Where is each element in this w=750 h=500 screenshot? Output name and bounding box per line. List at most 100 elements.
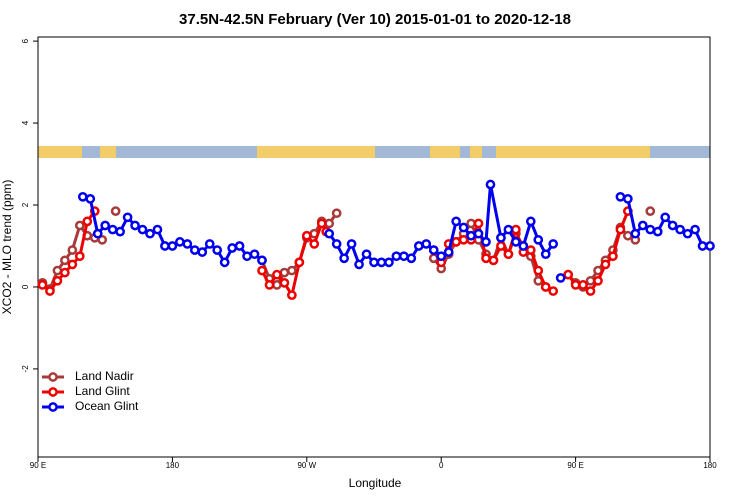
point bbox=[540, 282, 551, 292]
point bbox=[257, 255, 267, 266]
point bbox=[600, 259, 611, 270]
y-tick-label: -2 bbox=[21, 365, 30, 373]
point bbox=[645, 224, 656, 235]
point bbox=[458, 234, 469, 245]
point bbox=[473, 218, 484, 229]
point bbox=[257, 265, 267, 276]
point bbox=[563, 269, 573, 280]
point bbox=[533, 265, 544, 276]
point bbox=[481, 237, 491, 247]
point bbox=[511, 237, 521, 247]
point bbox=[287, 290, 297, 300]
point bbox=[361, 249, 372, 260]
point bbox=[249, 249, 260, 260]
point bbox=[384, 257, 394, 268]
x-tick-label: 90 E bbox=[567, 461, 583, 470]
point bbox=[637, 220, 648, 231]
point bbox=[615, 191, 626, 202]
point bbox=[585, 275, 596, 286]
point bbox=[189, 245, 200, 255]
point bbox=[652, 226, 663, 237]
point bbox=[458, 222, 469, 233]
point bbox=[533, 234, 544, 245]
point bbox=[272, 280, 282, 290]
y-axis-label: XCO2 - MLO trend (ppm) bbox=[0, 180, 14, 315]
point bbox=[204, 239, 215, 249]
point bbox=[578, 280, 588, 290]
point bbox=[175, 237, 185, 247]
point bbox=[152, 224, 163, 235]
point bbox=[466, 230, 476, 241]
point bbox=[67, 259, 78, 270]
point bbox=[705, 241, 715, 251]
point bbox=[421, 239, 432, 249]
point bbox=[324, 228, 335, 239]
point bbox=[525, 245, 536, 255]
legend-label: Land Glint bbox=[75, 384, 130, 398]
point bbox=[503, 249, 514, 260]
point bbox=[660, 212, 671, 223]
y-tick-label: 2 bbox=[21, 202, 30, 207]
point bbox=[167, 241, 178, 251]
point bbox=[496, 241, 506, 251]
point bbox=[160, 241, 170, 251]
x-tick-label: 90 E bbox=[30, 461, 46, 470]
point bbox=[74, 220, 85, 231]
point bbox=[301, 230, 312, 241]
point bbox=[115, 226, 125, 237]
point bbox=[45, 286, 55, 296]
point bbox=[593, 275, 603, 286]
point bbox=[690, 224, 700, 235]
point bbox=[227, 243, 237, 253]
point bbox=[540, 249, 551, 260]
y-tick-label: 6 bbox=[21, 38, 30, 43]
point bbox=[555, 273, 566, 283]
point bbox=[74, 251, 85, 262]
chart-title: 37.5N-42.5N February (Ver 10) 2015-01-01… bbox=[179, 11, 571, 28]
point bbox=[279, 267, 290, 278]
point bbox=[451, 237, 461, 247]
point bbox=[511, 224, 521, 235]
point bbox=[466, 218, 476, 229]
point bbox=[399, 251, 409, 262]
point bbox=[242, 251, 252, 262]
point bbox=[548, 239, 559, 249]
point bbox=[122, 212, 133, 223]
point bbox=[608, 251, 618, 262]
point bbox=[130, 220, 140, 231]
legend-label: Ocean Glint bbox=[75, 399, 139, 413]
point bbox=[488, 255, 499, 266]
point bbox=[137, 224, 148, 235]
point bbox=[219, 257, 230, 268]
map-strip bbox=[38, 146, 710, 158]
point bbox=[481, 253, 491, 264]
point bbox=[52, 275, 63, 286]
x-tick-label: 90 W bbox=[297, 461, 316, 470]
point bbox=[682, 228, 693, 239]
point bbox=[145, 228, 155, 239]
point bbox=[697, 241, 708, 251]
legend-swatch bbox=[48, 387, 58, 397]
point bbox=[451, 216, 461, 227]
land-strip bbox=[257, 146, 375, 158]
point bbox=[548, 286, 559, 296]
land-strip bbox=[496, 146, 650, 158]
land-strip bbox=[38, 146, 82, 158]
land-strip bbox=[100, 146, 116, 158]
point bbox=[294, 257, 305, 268]
point bbox=[496, 232, 506, 243]
point bbox=[52, 265, 63, 276]
y-tick-label: 4 bbox=[21, 120, 30, 125]
point bbox=[630, 228, 641, 239]
point bbox=[324, 218, 335, 229]
point bbox=[428, 245, 439, 255]
y-tick-label: 0 bbox=[21, 284, 30, 289]
point bbox=[443, 247, 454, 257]
point bbox=[60, 255, 70, 266]
point bbox=[667, 220, 678, 231]
point bbox=[485, 179, 496, 190]
x-tick-label: 180 bbox=[703, 461, 717, 470]
point bbox=[615, 224, 626, 235]
point bbox=[354, 259, 364, 270]
point bbox=[212, 245, 223, 255]
